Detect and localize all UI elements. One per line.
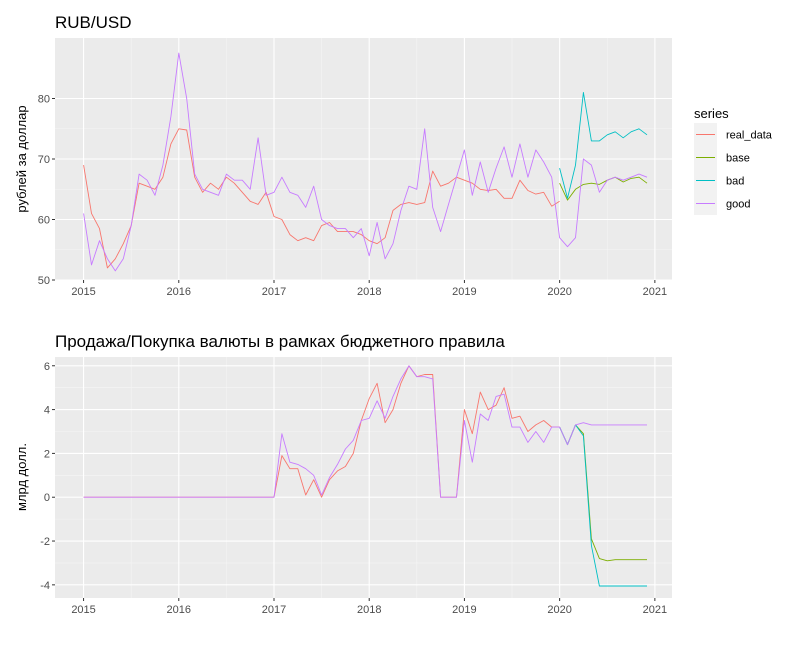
series-lines xyxy=(83,365,647,587)
x-tick-label: 2020 xyxy=(547,604,571,616)
x-tick-label: 2019 xyxy=(452,286,476,298)
series-line-real-data xyxy=(83,128,560,269)
legend-label: good xyxy=(726,199,750,211)
y-tick-label: -4 xyxy=(40,580,50,592)
legend-label: base xyxy=(726,153,750,165)
legend-title: series xyxy=(694,106,729,121)
grid xyxy=(55,38,672,281)
grid xyxy=(55,357,672,598)
y-tick-label: 60 xyxy=(38,215,50,227)
x-tick-label: 2020 xyxy=(547,286,571,298)
y-axis-label: рублей за доллар xyxy=(14,105,29,212)
series-line-base xyxy=(559,176,648,201)
legend-item-bad: bad xyxy=(694,169,744,192)
x-tick-label: 2018 xyxy=(357,604,381,616)
x-axis: 2015 2016 2017 2018 2019 2020 2021 xyxy=(71,598,667,616)
legend-label: bad xyxy=(726,176,744,188)
x-tick-label: 2016 xyxy=(167,286,191,298)
x-tick-label: 2021 xyxy=(643,604,667,616)
y-tick-label: -2 xyxy=(40,536,50,548)
y-tick-label: 4 xyxy=(44,405,50,417)
legend-item-good: good xyxy=(694,192,750,215)
chart-title: Продажа/Покупка валюты в рамках бюджетно… xyxy=(55,332,505,351)
y-axis: 50 60 70 80 xyxy=(38,94,55,287)
x-tick-label: 2019 xyxy=(452,604,476,616)
series-line-good xyxy=(83,365,647,498)
budget-rule-chart: Продажа/Покупка валюты в рамках бюджетно… xyxy=(14,332,672,616)
legend-item-real-data: real_data xyxy=(694,123,773,146)
y-tick-label: 80 xyxy=(38,94,50,106)
y-axis: -4 -2 0 2 4 6 xyxy=(40,361,55,592)
series-line-bad xyxy=(559,91,648,199)
x-tick-label: 2015 xyxy=(71,286,95,298)
series-line-good xyxy=(83,52,648,272)
x-tick-label: 2021 xyxy=(643,286,667,298)
legend-item-base: base xyxy=(694,146,750,169)
x-axis: 2015 2016 2017 2018 2019 2020 2021 xyxy=(71,280,667,298)
y-tick-label: 70 xyxy=(38,154,50,166)
y-tick-label: 0 xyxy=(44,492,50,504)
y-tick-label: 2 xyxy=(44,448,50,460)
y-axis-label: млрд долл. xyxy=(14,443,29,511)
series-lines xyxy=(83,52,648,272)
plot-panel xyxy=(55,357,672,598)
x-tick-label: 2016 xyxy=(167,604,191,616)
chart-title: RUB/USD xyxy=(55,13,132,32)
legend-label: real_data xyxy=(726,130,773,142)
exchange-rate-chart: RUB/USD 50 60 70 80 2015 2016 2017 2018 2019 202… xyxy=(14,13,672,298)
x-tick-label: 2018 xyxy=(357,286,381,298)
x-tick-label: 2017 xyxy=(262,604,286,616)
x-tick-label: 2015 xyxy=(71,604,95,616)
y-tick-label: 6 xyxy=(44,361,50,373)
y-tick-label: 50 xyxy=(38,275,50,287)
x-tick-label: 2017 xyxy=(262,286,286,298)
